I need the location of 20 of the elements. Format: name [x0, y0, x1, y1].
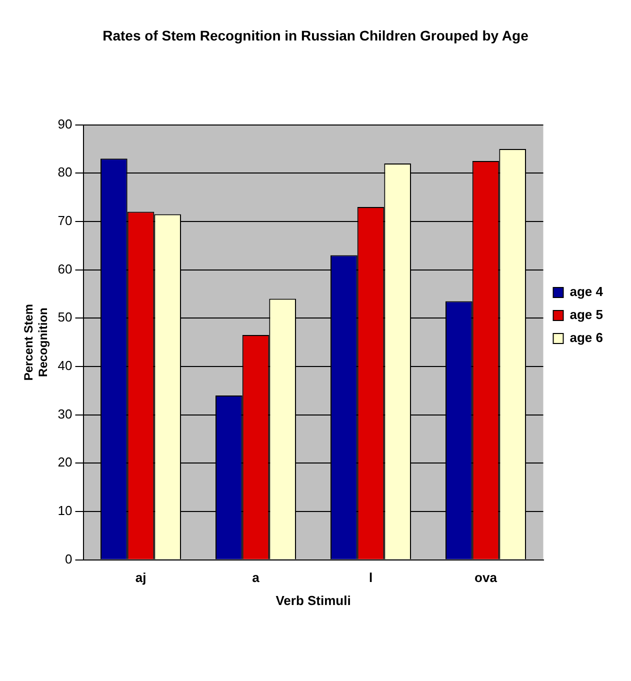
- legend-label: age 6: [570, 330, 604, 346]
- legend-label: age 5: [570, 307, 604, 322]
- y-tick-label: 50: [58, 310, 72, 325]
- x-tick-label: a: [252, 570, 260, 586]
- x-axis-title: Verb Stimuli: [276, 592, 351, 608]
- y-tick-label: 90: [58, 116, 72, 132]
- y-tick-label: 40: [58, 358, 72, 374]
- x-tick-label: ova: [474, 570, 498, 586]
- y-tick-label: 80: [58, 164, 72, 180]
- y-tick-label: 20: [58, 454, 72, 470]
- x-tick-label: l: [368, 570, 373, 586]
- x-tick-label: aj: [135, 570, 146, 586]
- y-tick-label: 30: [58, 406, 72, 422]
- y-tick-label: 70: [58, 213, 72, 228]
- chart-title: Rates of Stem Recognition in Russian Children Grouped by Age: [102, 27, 529, 44]
- y-tick-label: 0: [65, 551, 72, 566]
- y-axis-title: Percent Stem Recognition: [22, 304, 50, 381]
- legend-label: age 4: [570, 284, 604, 300]
- y-tick-label: 60: [58, 261, 72, 276]
- y-tick-label: 10: [58, 503, 72, 518]
